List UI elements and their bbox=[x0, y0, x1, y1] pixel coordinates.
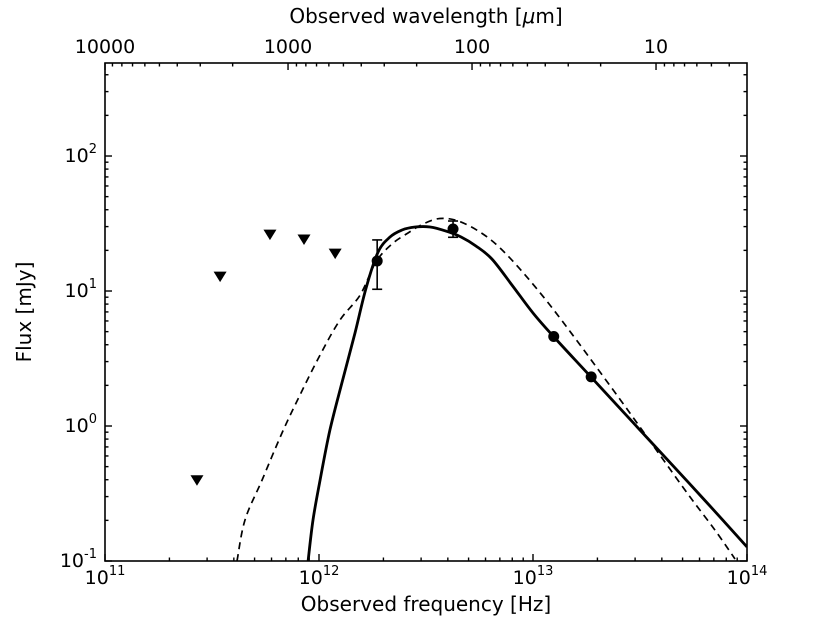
top-tick-label: 10 bbox=[644, 36, 668, 58]
x-tick-label: 1013 bbox=[513, 564, 554, 589]
x-tick-label: 1014 bbox=[727, 564, 768, 589]
upper-limit-triangle bbox=[263, 229, 277, 241]
top-tick-label: 1000 bbox=[264, 36, 312, 58]
x-tick-label: 1012 bbox=[299, 564, 340, 589]
x-tick-label: 1011 bbox=[85, 564, 126, 589]
y-tick-label: 100 bbox=[65, 412, 97, 437]
top-axis-title: Observed wavelength [μm] bbox=[105, 4, 747, 28]
upper-limit-triangle bbox=[328, 248, 342, 260]
upper-limit-triangle bbox=[190, 475, 204, 486]
model-dashed-curve bbox=[236, 217, 736, 561]
mu-symbol: μ bbox=[522, 4, 536, 28]
detection-point bbox=[447, 223, 459, 235]
detection-point bbox=[371, 255, 383, 267]
y-tick-label: 10-1 bbox=[60, 547, 97, 572]
top-tick-label: 100 bbox=[454, 36, 490, 58]
detection-point bbox=[548, 331, 560, 343]
plot-frame bbox=[104, 62, 748, 562]
y-tick-label: 101 bbox=[65, 277, 97, 302]
detection-point bbox=[585, 371, 597, 383]
upper-limit-triangle bbox=[213, 271, 227, 283]
top-axis-title-text: Observed wavelength [ bbox=[289, 4, 523, 28]
upper-limit-triangle bbox=[297, 234, 311, 245]
y-tick-label: 102 bbox=[65, 142, 97, 167]
top-axis-title-unit: m] bbox=[535, 4, 563, 28]
top-tick-label: 10000 bbox=[75, 36, 135, 58]
x-axis-title: Observed frequency [Hz] bbox=[300, 592, 552, 616]
y-axis-title: Flux [mJy] bbox=[12, 261, 36, 363]
model-solid-curve bbox=[306, 225, 747, 561]
